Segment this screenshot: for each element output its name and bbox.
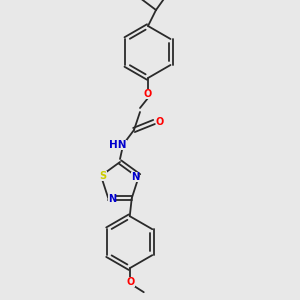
Text: HN: HN [109,140,127,150]
Text: O: O [144,89,152,99]
Text: N: N [131,172,139,182]
Text: N: N [108,194,116,204]
Text: O: O [156,117,164,127]
Text: S: S [99,171,106,181]
Text: O: O [127,277,135,287]
